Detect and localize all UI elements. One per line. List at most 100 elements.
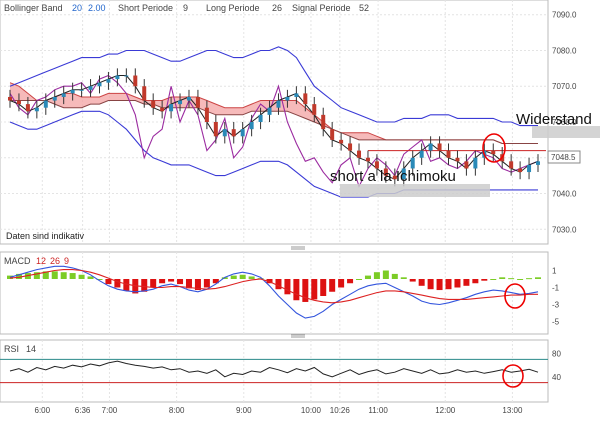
macd-histogram-bar — [141, 279, 148, 292]
candle-body — [178, 100, 183, 105]
short-period-label: Short Periode — [118, 3, 173, 13]
candle-body — [285, 96, 290, 101]
candle-body — [249, 122, 254, 130]
cloud-lower-line — [10, 100, 538, 144]
macd-histogram-bar — [508, 278, 515, 280]
time-axis-tick: 12:00 — [435, 406, 456, 415]
time-axis-tick: 10:00 — [301, 406, 322, 415]
candle-body — [437, 143, 442, 151]
time-axis-tick: 7:00 — [102, 406, 118, 415]
macd-axis-tick: -5 — [552, 318, 560, 327]
macd-histogram-bar — [526, 278, 533, 280]
macd-histogram-bar — [427, 279, 434, 290]
time-axis-tick: 13:00 — [502, 406, 523, 415]
price-axis-tick: 7030.0 — [552, 225, 577, 234]
macd-histogram-bar — [311, 279, 318, 300]
macd-histogram-bar — [230, 275, 237, 279]
candle-body — [106, 79, 111, 83]
candle-body — [97, 82, 102, 87]
candle-body — [419, 150, 424, 158]
candle-body — [374, 161, 379, 169]
macd-histogram-bar — [356, 279, 363, 280]
macd-label: MACD — [4, 256, 31, 266]
candle-body — [527, 164, 532, 173]
candle-body — [8, 96, 12, 101]
macd-histogram-bar — [275, 279, 282, 290]
macd-panel — [0, 251, 549, 335]
rsi-param: 14 — [26, 344, 36, 354]
bollinger-param-2: 2.00 — [88, 3, 106, 13]
candle-body — [536, 161, 540, 165]
bollinger-param-1: 20 — [72, 3, 82, 13]
macd-histogram-bar — [203, 279, 210, 288]
macd-axis-tick: -3 — [552, 301, 560, 310]
macd-histogram-bar — [177, 279, 184, 285]
macd-histogram-bar — [391, 273, 398, 279]
highlight-circle-macd — [504, 283, 526, 309]
candle-body — [25, 104, 30, 112]
candle-body — [43, 100, 48, 108]
candle-body — [509, 161, 514, 169]
candle-body — [240, 129, 245, 137]
macd-histogram-bar — [87, 276, 94, 279]
candle-body — [160, 107, 165, 112]
panel-resize-handle[interactable] — [291, 246, 305, 250]
macd-histogram-bar — [42, 271, 49, 279]
macd-histogram-bar — [150, 279, 157, 288]
macd-histogram-bar — [123, 279, 130, 291]
macd-histogram-bar — [194, 279, 201, 291]
time-axis-tick: 8:00 — [169, 406, 185, 415]
time-axis-tick: 6:00 — [35, 406, 51, 415]
candle-body — [321, 114, 326, 130]
candle-body — [357, 150, 362, 158]
candle-body — [330, 129, 335, 140]
long-period-value: 26 — [272, 3, 282, 13]
candle-body — [294, 93, 299, 97]
macd-histogram-bar — [96, 279, 103, 280]
candle-body — [186, 96, 191, 101]
time-axis-tick: 6:36 — [75, 406, 91, 415]
candle-body — [303, 93, 308, 105]
macd-histogram-bar — [60, 272, 67, 279]
candle-body — [491, 150, 496, 155]
rsi-axis-tick: 80 — [552, 350, 561, 359]
highlight-circle-price — [482, 133, 506, 163]
candle-body — [115, 75, 120, 80]
macd-histogram-bar — [338, 279, 345, 288]
macd-histogram-bar — [159, 279, 166, 284]
macd-histogram-bar — [535, 277, 541, 279]
annotation-shadow — [532, 126, 600, 138]
long-period-label: Long Periode — [206, 3, 260, 13]
grid-lines — [0, 0, 548, 402]
candle-body — [455, 157, 460, 162]
time-axis-tick: 10:26 — [330, 406, 351, 415]
candle-body — [61, 93, 66, 97]
rsi-series — [0, 358, 548, 384]
macd-signal-line — [9, 269, 538, 304]
current-price-value: 7048.5 — [551, 153, 576, 162]
price-axis-tick: 7040.0 — [552, 190, 577, 199]
macd-line — [9, 265, 539, 319]
price-axis-tick: 7090.0 — [552, 11, 577, 20]
macd-histogram-bar — [517, 279, 524, 280]
macd-histogram-bar — [436, 279, 443, 291]
macd-histogram-bar — [221, 277, 228, 279]
macd-histogram-bar — [33, 272, 40, 279]
macd-series — [7, 265, 541, 319]
macd-histogram-bar — [364, 275, 371, 279]
candle-body — [473, 157, 478, 169]
candle-body — [213, 122, 218, 137]
macd-axis-tick: -1 — [552, 284, 560, 293]
candle-body — [70, 89, 75, 94]
macd-axis-tick: 1 — [552, 267, 557, 276]
candle-body — [142, 86, 147, 101]
macd-param-3: 9 — [64, 256, 69, 266]
candle-body — [79, 89, 84, 91]
panel-resize-handle[interactable] — [291, 334, 305, 338]
macd-histogram-bar — [445, 279, 452, 290]
macd-histogram-bar — [490, 279, 497, 280]
macd-histogram-bar — [418, 279, 425, 286]
candle-body — [151, 100, 156, 108]
candle-body — [339, 139, 344, 144]
